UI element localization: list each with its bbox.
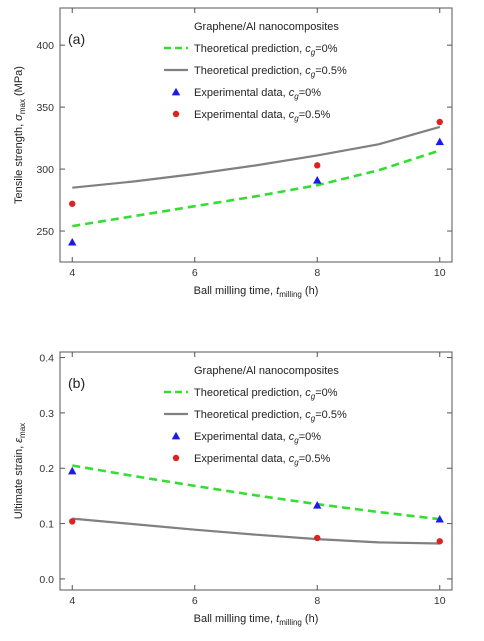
legend-swatch-marker: [172, 454, 180, 462]
legend-swatch-marker: [171, 431, 181, 440]
y-tick-label: 250: [36, 226, 54, 238]
legend-entry: Theoretical prediction, cg=0%: [194, 387, 338, 401]
x-tick-label: 10: [434, 267, 446, 279]
x-tick-label: 8: [314, 267, 320, 279]
y-axis-label: Ultimate strain, εmax: [13, 423, 27, 519]
y-tick-label: 300: [36, 164, 54, 176]
series-line-cg05: [72, 517, 440, 545]
legend-entry: Theoretical prediction, cg=0.5%: [194, 65, 347, 79]
data-point-triangle-cg0: [68, 237, 77, 246]
y-tick-label: 0.0: [39, 574, 54, 586]
x-tick-label: 6: [192, 595, 198, 607]
data-point-circle-cg05: [436, 538, 443, 545]
y-tick-label: 0.3: [39, 408, 54, 420]
x-tick-label: 6: [192, 267, 198, 279]
series-line-cg0: [72, 149, 441, 228]
x-tick-label: 4: [69, 267, 75, 279]
data-point-circle-cg05: [436, 118, 443, 126]
y-axis-label: Tensile strength, σmax (MPa): [13, 66, 27, 204]
data-point-circle-cg05: [314, 162, 321, 169]
data-point-triangle-cg0: [435, 137, 444, 146]
legend-entry: Experimental data, cg=0%: [194, 87, 321, 101]
y-tick-label: 350: [36, 102, 54, 114]
chart-panel-b: 4 6 8 10 0.0 0.1 0.2 0.3 0.4 Ball milling time, t…: [13, 351, 453, 627]
legend-entry: Experimental data, cg=0.5%: [194, 109, 330, 123]
panel-label: (b): [68, 375, 85, 391]
x-axis-label: Ball milling time, tmilling (h): [194, 613, 319, 627]
y-tick-label: 0.2: [39, 463, 54, 475]
legend-swatch-marker: [171, 87, 181, 96]
legend-entry: Theoretical prediction, cg=0.5%: [194, 409, 347, 423]
y-tick-label: 0.4: [39, 353, 54, 365]
chart-panel-a: 4 6 8 10 250 300 350 400 Ball milling time, tmil…: [13, 7, 453, 299]
x-tick-label: 4: [69, 595, 75, 607]
plot-frame: [59, 351, 453, 591]
data-point-triangle-cg0: [68, 466, 77, 475]
x-tick-label: 10: [434, 595, 446, 607]
x-tick-label: 8: [314, 595, 320, 607]
panel-label: (a): [68, 31, 85, 47]
legend-swatch-marker: [172, 110, 180, 118]
legend-entry: Experimental data, cg=0%: [194, 431, 321, 445]
legend-entry: Theoretical prediction, cg=0%: [194, 43, 338, 57]
legend-entry: Experimental data, cg=0.5%: [194, 453, 330, 467]
y-tick-label: 0.1: [39, 519, 54, 531]
y-tick-label: 400: [36, 40, 54, 52]
data-point-circle-cg05: [314, 534, 321, 542]
data-point-triangle-cg0: [313, 176, 322, 184]
x-axis-label: Ball milling time, tmilling (h): [194, 285, 319, 299]
series-line-cg05: [72, 125, 441, 189]
legend-title: Graphene/Al nanocomposites: [194, 365, 339, 377]
data-point-circle-cg05: [69, 200, 76, 207]
data-point-circle-cg05: [69, 518, 76, 525]
series-line-cg0: [72, 464, 440, 521]
data-point-triangle-cg0: [435, 514, 444, 523]
data-point-triangle-cg0: [313, 501, 322, 509]
plot-frame: [59, 7, 453, 263]
legend-title: Graphene/Al nanocomposites: [194, 21, 339, 33]
